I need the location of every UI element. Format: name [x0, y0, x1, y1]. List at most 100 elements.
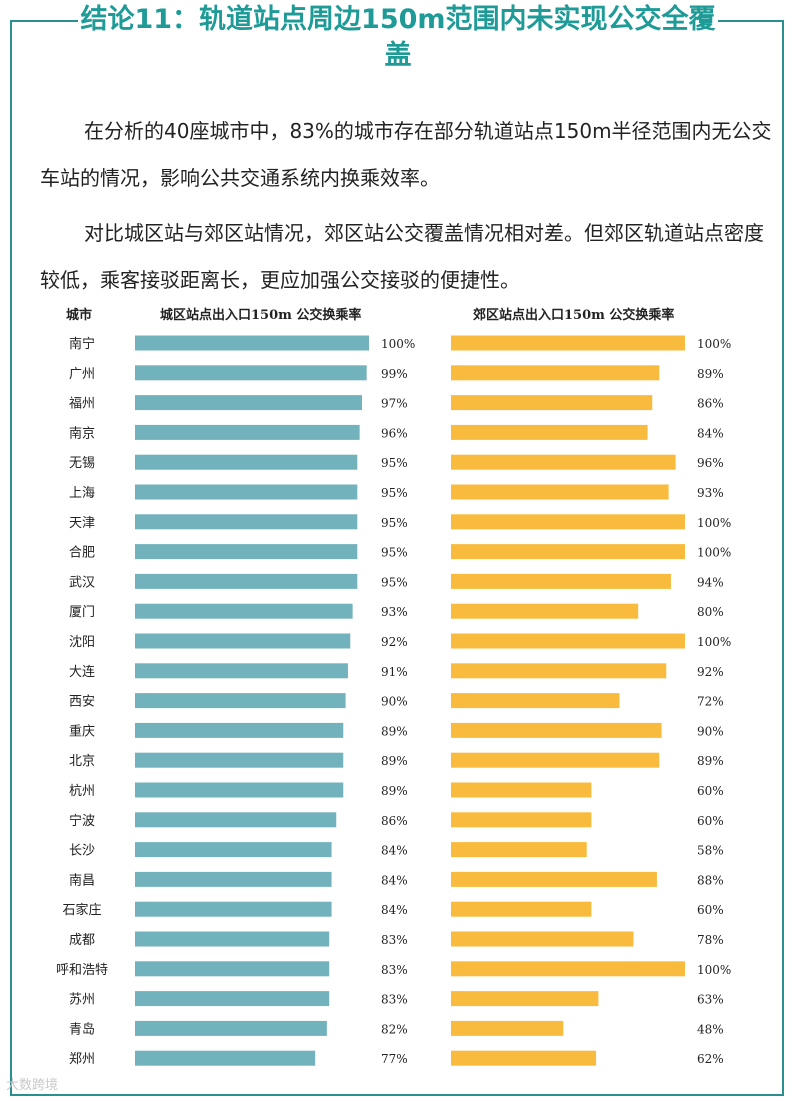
- urban-value-label: 95%: [381, 516, 408, 530]
- suburban-bar: [451, 454, 676, 470]
- suburban-value-label: 60%: [697, 784, 724, 798]
- urban-bar: [135, 484, 358, 500]
- urban-value-label: 96%: [381, 426, 408, 440]
- paragraph-1: 在分析的40座城市中，83%的城市存在部分轨道站点150m半径范围内无公交车站的…: [40, 119, 772, 190]
- urban-bar: [135, 663, 348, 679]
- suburban-bar: [451, 603, 639, 619]
- suburban-bar: [451, 931, 634, 947]
- suburban-value-label: 78%: [697, 933, 724, 947]
- frame-top-left-rule: [10, 20, 78, 22]
- urban-value-label: 83%: [381, 963, 408, 977]
- column-header-city: 城市: [66, 308, 93, 323]
- city-label: 无锡: [69, 456, 95, 471]
- suburban-value-label: 62%: [697, 1052, 724, 1066]
- urban-value-label: 91%: [381, 665, 408, 679]
- city-label: 宁波: [69, 813, 95, 829]
- city-label: 青岛: [69, 1021, 95, 1037]
- urban-value-label: 93%: [381, 605, 408, 619]
- city-label: 厦门: [69, 605, 95, 620]
- urban-value-label: 86%: [381, 814, 408, 828]
- content-frame: [10, 20, 784, 1096]
- urban-value-label: 95%: [381, 486, 408, 500]
- suburban-value-label: 100%: [697, 963, 731, 977]
- suburban-bar: [451, 663, 667, 679]
- suburban-bar: [451, 544, 685, 560]
- suburban-value-label: 94%: [697, 575, 724, 589]
- urban-value-label: 89%: [381, 724, 408, 738]
- urban-bar: [135, 1020, 327, 1036]
- urban-bar: [135, 335, 369, 351]
- city-label: 郑州: [69, 1052, 95, 1067]
- city-label: 石家庄: [62, 902, 101, 918]
- urban-bar: [135, 603, 353, 619]
- suburban-value-label: 96%: [697, 456, 724, 470]
- suburban-value-label: 90%: [697, 724, 724, 738]
- suburban-value-label: 80%: [697, 605, 724, 619]
- urban-bar: [135, 424, 360, 440]
- city-label: 广州: [69, 367, 95, 382]
- suburban-bar: [451, 871, 657, 887]
- suburban-value-label: 84%: [697, 426, 724, 440]
- urban-bar: [135, 454, 358, 470]
- watermark: 大数跨境: [6, 1078, 59, 1093]
- city-label: 大连: [69, 664, 95, 680]
- city-label: 长沙: [69, 844, 95, 859]
- urban-bar: [135, 931, 330, 947]
- suburban-bar: [451, 812, 592, 828]
- urban-bar: [135, 722, 344, 738]
- suburban-bar: [451, 961, 685, 977]
- city-label: 天津: [69, 516, 95, 531]
- urban-bar: [135, 365, 367, 381]
- city-label: 武汉: [69, 575, 95, 590]
- urban-value-label: 82%: [381, 1022, 408, 1036]
- urban-bar: [135, 395, 362, 411]
- urban-bar: [135, 752, 344, 768]
- suburban-value-label: 60%: [697, 814, 724, 828]
- urban-bar: [135, 514, 358, 530]
- suburban-value-label: 100%: [697, 546, 731, 560]
- suburban-bar: [451, 633, 685, 649]
- urban-value-label: 84%: [381, 903, 408, 917]
- urban-value-label: 95%: [381, 456, 408, 470]
- urban-bar: [135, 961, 330, 977]
- city-label: 杭州: [69, 784, 95, 799]
- page-title: 结论11：轨道站点周边150m范围内未实现公交全覆盖: [80, 4, 716, 71]
- suburban-value-label: 89%: [697, 367, 724, 381]
- city-label: 上海: [69, 486, 95, 501]
- suburban-bar: [451, 514, 685, 530]
- suburban-bar: [451, 842, 587, 858]
- suburban-bar: [451, 901, 592, 917]
- suburban-value-label: 86%: [697, 397, 724, 411]
- suburban-bar: [451, 1020, 564, 1036]
- paragraph-2: 对比城区站与郊区站情况，郊区站公交覆盖情况相对差。但郊区轨道站点密度较低，乘客接…: [40, 221, 764, 292]
- urban-value-label: 77%: [381, 1052, 408, 1066]
- suburban-bar: [451, 424, 648, 440]
- suburban-bar: [451, 365, 660, 381]
- urban-bar: [135, 573, 358, 589]
- suburban-value-label: 60%: [697, 903, 724, 917]
- suburban-value-label: 63%: [697, 993, 724, 1007]
- urban-bar: [135, 842, 332, 858]
- urban-value-label: 100%: [381, 337, 415, 351]
- city-label: 苏州: [69, 992, 95, 1008]
- column-header-suburban: 郊区站点出入口150m 公交换乘率: [473, 308, 675, 323]
- urban-value-label: 97%: [381, 397, 408, 411]
- urban-value-label: 90%: [381, 695, 408, 709]
- suburban-bar: [451, 991, 599, 1007]
- suburban-value-label: 58%: [697, 844, 724, 858]
- urban-value-label: 83%: [381, 933, 408, 947]
- city-label: 南京: [69, 425, 95, 441]
- city-label: 北京: [69, 754, 95, 769]
- suburban-bar: [451, 484, 669, 500]
- suburban-value-label: 72%: [697, 695, 724, 709]
- city-label: 福州: [69, 397, 95, 412]
- suburban-value-label: 88%: [697, 873, 724, 887]
- suburban-bar: [451, 782, 592, 798]
- urban-bar: [135, 871, 332, 887]
- suburban-bar: [451, 335, 685, 351]
- urban-bar: [135, 812, 337, 828]
- column-header-urban: 城区站点出入口150m 公交换乘率: [160, 308, 362, 323]
- urban-bar: [135, 633, 351, 649]
- urban-value-label: 89%: [381, 784, 408, 798]
